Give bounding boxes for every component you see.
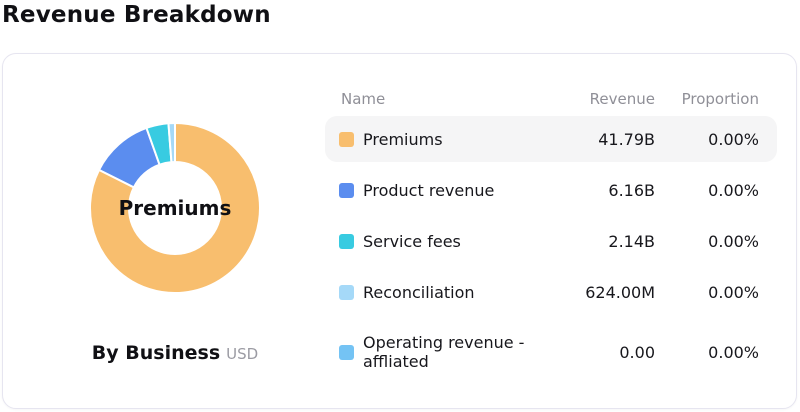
header-revenue: Revenue bbox=[589, 90, 655, 108]
donut-segment-reconciliation[interactable] bbox=[167, 121, 176, 164]
row-name: Service fees bbox=[363, 231, 461, 251]
table-header: Name Revenue Proportion bbox=[325, 82, 777, 116]
table-row-premiums[interactable]: Premiums 41.79B 0.00% bbox=[325, 116, 777, 162]
row-name: Reconciliation bbox=[363, 282, 475, 302]
series-color-swatch bbox=[339, 131, 354, 147]
header-name: Name bbox=[341, 90, 386, 108]
series-color-swatch bbox=[339, 344, 354, 360]
donut-segment-premiums[interactable] bbox=[89, 122, 261, 294]
row-name-cell: Service fees bbox=[339, 232, 545, 251]
table-row-service-fees[interactable]: Service fees 2.14B 0.00% bbox=[325, 218, 777, 264]
chart-footer-unit: USD bbox=[226, 345, 259, 363]
row-proportion: 0.00% bbox=[708, 180, 759, 200]
row-name-cell: Reconciliation bbox=[339, 283, 545, 302]
row-name: Operating revenue - affliated bbox=[363, 333, 525, 371]
revenue-table: Name Revenue Proportion Premiums 41.79B … bbox=[325, 82, 777, 384]
table-body: Premiums 41.79B 0.00% Product revenue 6.… bbox=[325, 116, 777, 384]
row-name-cell: Premiums bbox=[339, 130, 545, 149]
row-proportion: 0.00% bbox=[708, 342, 759, 362]
series-color-swatch bbox=[339, 182, 354, 198]
row-name-cell: Product revenue bbox=[339, 181, 545, 200]
row-proportion: 0.00% bbox=[708, 129, 759, 149]
row-revenue: 0.00 bbox=[619, 342, 655, 362]
revenue-breakdown-card: Premiums By Business USD Name Revenue Pro… bbox=[2, 53, 797, 409]
row-proportion: 0.00% bbox=[708, 282, 759, 302]
chart-footer-label: By Business bbox=[91, 342, 221, 364]
header-proportion: Proportion bbox=[681, 90, 759, 108]
row-proportion: 0.00% bbox=[708, 231, 759, 251]
chart-footer: By Business USD bbox=[3, 342, 347, 364]
table-row-operating-revenue-affliated[interactable]: Operating revenue - affliated 0.00 0.00% bbox=[325, 320, 777, 384]
donut-chart[interactable] bbox=[85, 118, 265, 298]
table-row-product-revenue[interactable]: Product revenue 6.16B 0.00% bbox=[325, 167, 777, 213]
row-name: Premiums bbox=[363, 129, 443, 149]
row-revenue: 6.16B bbox=[608, 180, 655, 200]
row-revenue: 624.00M bbox=[585, 282, 655, 302]
series-color-swatch bbox=[339, 233, 354, 249]
donut-chart-area: Premiums By Business USD bbox=[3, 54, 325, 410]
series-color-swatch bbox=[339, 284, 354, 300]
table-row-reconciliation[interactable]: Reconciliation 624.00M 0.00% bbox=[325, 269, 777, 315]
row-name: Product revenue bbox=[363, 180, 495, 200]
page-title: Revenue Breakdown bbox=[2, 2, 271, 28]
row-name-cell: Operating revenue - affliated bbox=[339, 333, 545, 371]
row-revenue: 41.79B bbox=[598, 129, 655, 149]
row-revenue: 2.14B bbox=[608, 231, 655, 251]
